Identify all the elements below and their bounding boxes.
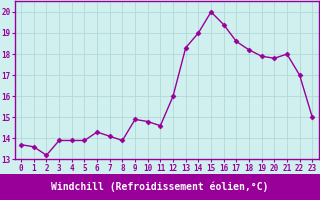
Text: Windchill (Refroidissement éolien,°C): Windchill (Refroidissement éolien,°C) (51, 182, 269, 192)
